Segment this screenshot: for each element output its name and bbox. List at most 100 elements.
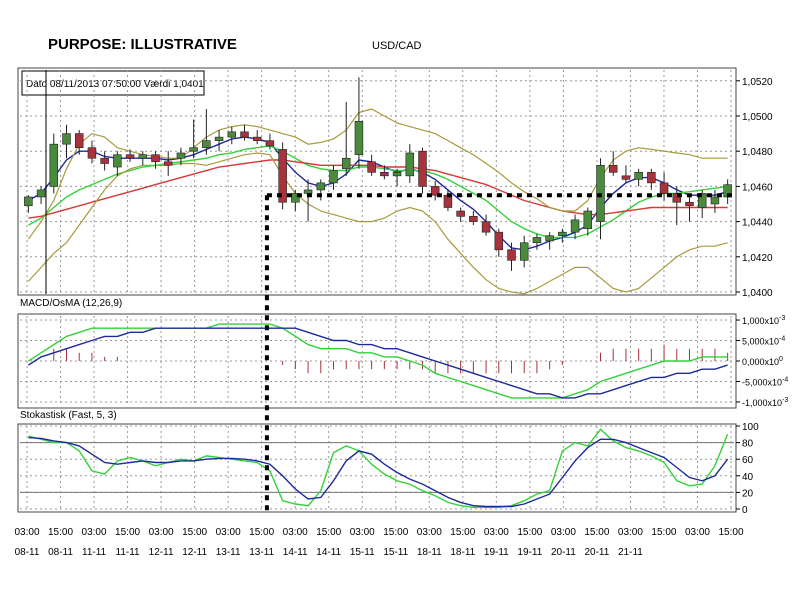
candle-up bbox=[545, 235, 554, 242]
x-time-label: 15:00 bbox=[249, 527, 274, 538]
stoch-ytick-label: 40 bbox=[742, 472, 754, 483]
x-date-label: 19-11 bbox=[517, 547, 542, 558]
x-time-label: 15:00 bbox=[651, 527, 676, 538]
macd-panel-title: MACD/OsMA (12,26,9) bbox=[20, 298, 122, 309]
candle-down bbox=[469, 216, 478, 222]
x-time-label: 03:00 bbox=[216, 527, 241, 538]
x-time-label: 03:00 bbox=[551, 527, 576, 538]
stoch-ytick-label: 20 bbox=[742, 488, 754, 499]
x-time-label: 03:00 bbox=[618, 527, 643, 538]
purpose-label: PURPOSE: ILLUSTRATIVE bbox=[48, 36, 237, 53]
candle-up bbox=[316, 182, 326, 191]
x-time-label: 15:00 bbox=[383, 527, 408, 538]
x-date-label: 13-11 bbox=[216, 547, 241, 558]
x-date-label: 13-11 bbox=[249, 547, 274, 558]
candle-up bbox=[697, 193, 707, 208]
candle-down bbox=[87, 147, 97, 159]
candle-up bbox=[341, 157, 351, 170]
x-time-label: 15:00 bbox=[115, 527, 140, 538]
candle-up bbox=[519, 242, 529, 261]
x-date-label: 12-11 bbox=[182, 547, 207, 558]
dotted-markers bbox=[45, 70, 734, 512]
candle-up bbox=[176, 152, 186, 159]
macd-line bbox=[28, 323, 728, 399]
candle-down bbox=[278, 149, 287, 203]
x-time-label: 15:00 bbox=[182, 527, 207, 538]
candle-up bbox=[710, 196, 720, 205]
candle-down bbox=[252, 136, 262, 141]
candle-up bbox=[303, 189, 313, 194]
stoch-d-line bbox=[28, 436, 729, 508]
ma-slow-line bbox=[28, 159, 728, 219]
candle-up bbox=[558, 231, 567, 236]
grid-lines bbox=[20, 70, 734, 510]
candle-down bbox=[74, 133, 84, 148]
panel-frames bbox=[17, 67, 737, 513]
x-time-label: 15:00 bbox=[517, 527, 542, 538]
chart-symbol-title: USD/CAD bbox=[372, 40, 422, 52]
x-date-label: 15-11 bbox=[350, 547, 375, 558]
candle-down bbox=[494, 231, 504, 251]
stoch-ytick-label: 0 bbox=[742, 505, 748, 516]
candle-up bbox=[329, 170, 338, 184]
x-date-label: 18-11 bbox=[417, 547, 442, 558]
stoch-ytick-label: 80 bbox=[742, 439, 754, 450]
x-time-label: 15:00 bbox=[316, 527, 341, 538]
x-date-label: 15-11 bbox=[383, 547, 408, 558]
candle-down bbox=[659, 182, 669, 194]
x-date-label: 11-11 bbox=[116, 547, 141, 558]
stoch-panel-title: Stokastisk (Fast, 5, 3) bbox=[20, 410, 117, 421]
x-date-label: 20-11 bbox=[551, 547, 576, 558]
info-box-text: Dato 08/11/2013 07:50:00 Værdi 1,0401 bbox=[26, 79, 204, 90]
price-ytick-label: 1,0500 bbox=[742, 112, 773, 123]
x-date-label: 11-11 bbox=[82, 547, 107, 558]
candle-down bbox=[380, 172, 389, 177]
axis-labels: 1,0520 1,0500 1,0480 1,0460 1,0440 1,0420 1,04… bbox=[14, 77, 788, 558]
x-date-label: 14-11 bbox=[316, 547, 341, 558]
x-time-label: 03:00 bbox=[283, 527, 308, 538]
candle-down bbox=[507, 249, 516, 261]
candle-up bbox=[49, 143, 59, 187]
candle-down bbox=[481, 221, 491, 233]
x-time-label: 03:00 bbox=[685, 527, 710, 538]
price-ytick-label: 1,0480 bbox=[742, 147, 773, 158]
candle-up bbox=[189, 147, 198, 152]
candle-up bbox=[36, 189, 46, 198]
x-date-label: 18-11 bbox=[450, 547, 475, 558]
candle-down bbox=[456, 210, 465, 217]
candle-down bbox=[608, 164, 618, 173]
x-date-label: 20-11 bbox=[584, 547, 609, 558]
x-date-label: 14-11 bbox=[283, 547, 308, 558]
candle-up bbox=[532, 237, 542, 244]
x-time-label: 03:00 bbox=[149, 527, 174, 538]
candle-up bbox=[62, 133, 71, 145]
macd-ytick-label: 1,000x10-3 bbox=[742, 315, 785, 326]
candle-down bbox=[672, 193, 682, 203]
candle-up bbox=[392, 172, 402, 177]
candle-down bbox=[151, 154, 160, 163]
macd-layer bbox=[28, 323, 729, 399]
ma-medium-line bbox=[28, 145, 728, 239]
candle-down bbox=[647, 172, 656, 184]
macd-ytick-label: 0,000x100 bbox=[742, 356, 783, 367]
candle-down bbox=[100, 157, 109, 164]
signal-line bbox=[28, 327, 728, 399]
price-ytick-label: 1,0520 bbox=[742, 77, 773, 88]
candle-up bbox=[202, 140, 211, 148]
candle-up bbox=[291, 193, 300, 203]
x-time-label: 15:00 bbox=[450, 527, 475, 538]
lower-band-line bbox=[27, 152, 728, 295]
x-time-label: 15:00 bbox=[48, 527, 73, 538]
candle-down bbox=[418, 150, 427, 187]
x-time-label: 03:00 bbox=[82, 527, 107, 538]
x-time-label: 15:00 bbox=[584, 527, 609, 538]
candles bbox=[24, 77, 732, 271]
stoch-ytick-label: 100 bbox=[742, 422, 759, 433]
candle-up bbox=[634, 172, 643, 180]
candle-up bbox=[570, 219, 580, 233]
candle-up bbox=[24, 196, 33, 207]
macd-ytick-label: -5,000x10-4 bbox=[742, 376, 788, 387]
x-time-label: 03:00 bbox=[417, 527, 442, 538]
price-ytick-label: 1,0420 bbox=[742, 253, 773, 264]
candle-down bbox=[685, 201, 694, 207]
